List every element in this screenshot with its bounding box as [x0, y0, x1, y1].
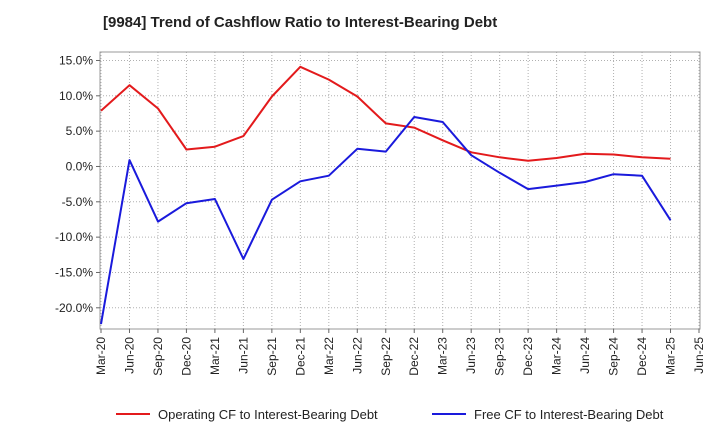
x-tick-label: Mar-21: [208, 337, 222, 375]
x-tick-label: Jun-25: [692, 337, 706, 374]
x-tick-label: Mar-22: [322, 337, 336, 375]
y-tick-label: 15.0%: [59, 53, 93, 67]
legend-label-1: Operating CF to Interest-Bearing Debt: [158, 407, 378, 422]
series-lines: [100, 65, 672, 325]
series-line-2: [100, 116, 672, 325]
x-tick-label: Mar-20: [94, 337, 108, 375]
x-tick-label: Sep-24: [607, 337, 621, 376]
y-tick-label: -15.0%: [55, 265, 93, 279]
x-tick-label: Sep-20: [151, 337, 165, 376]
y-tick-label: 0.0%: [66, 159, 94, 173]
legend: Operating CF to Interest-Bearing Debt Fre…: [116, 407, 664, 422]
y-tick-label: -10.0%: [55, 230, 93, 244]
y-tick-label: -5.0%: [62, 195, 94, 209]
series-line-1: [100, 65, 671, 162]
y-tick-label: 5.0%: [66, 124, 94, 138]
x-tick-label: Jun-22: [350, 337, 364, 374]
x-tick-label: Dec-20: [179, 337, 193, 376]
x-tick-label: Mar-24: [550, 337, 564, 375]
x-tick-label: Mar-25: [664, 337, 678, 375]
x-tick-label: Dec-22: [407, 337, 421, 376]
x-tick-label: Sep-23: [493, 337, 507, 376]
x-tick-label: Jun-23: [464, 337, 478, 374]
x-tick-label: Jun-21: [236, 337, 250, 374]
x-tick-label: Jun-24: [578, 337, 592, 374]
x-tick-label: Dec-24: [635, 337, 649, 376]
x-tick-label: Dec-23: [521, 337, 535, 376]
grid-lines: [100, 52, 700, 329]
chart-title: [9984] Trend of Cashflow Ratio to Intere…: [103, 14, 498, 31]
plot-area-border: [99, 51, 701, 330]
y-tick-label: 10.0%: [59, 89, 93, 103]
x-tick-label: Mar-23: [436, 337, 450, 375]
x-tick-label: Sep-22: [379, 337, 393, 376]
y-tick-label: -20.0%: [55, 301, 93, 315]
x-tick-label: Sep-21: [265, 337, 279, 376]
x-tick-label: Dec-21: [293, 337, 307, 376]
x-tick-label: Jun-20: [122, 337, 136, 374]
y-axis-ticks: 15.0% 10.0% 5.0% 0.0% -5.0% -10.0% -15.0% -20.0…: [55, 53, 100, 315]
legend-label-2: Free CF to Interest-Bearing Debt: [474, 407, 664, 422]
x-axis-ticks: Mar-20 Jun-20 Sep-20 Dec-20 Mar-21 Jun-21 Sep-…: [94, 329, 706, 376]
